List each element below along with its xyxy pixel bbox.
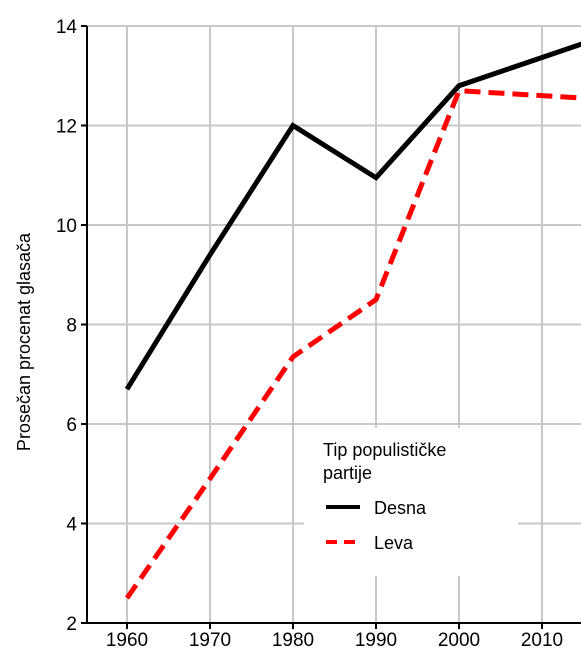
y-tick-label: 2 — [66, 614, 77, 635]
x-tick-label: 2010 — [521, 630, 563, 651]
tick-labels: 1960 1970 1980 1990 2000 2010 2 4 6 8 10 12 14 — [56, 17, 563, 651]
y-tick-label: 12 — [56, 117, 77, 138]
legend-background — [304, 428, 518, 576]
legend-label-leva: Leva — [374, 533, 414, 553]
x-tick-label: 1980 — [272, 630, 314, 651]
legend-title: Tip populističke — [323, 440, 446, 460]
y-tick-label: 4 — [66, 515, 77, 536]
y-tick-label: 6 — [66, 415, 77, 436]
x-tick-label: 1960 — [106, 630, 148, 651]
axes — [81, 25, 581, 629]
series-lines — [124, 41, 581, 600]
y-axis-title: Prosečan procenat glasača — [14, 232, 34, 451]
series-line-desna — [124, 41, 581, 391]
x-tick-label: 1990 — [355, 630, 397, 651]
x-tick-label: 1970 — [189, 630, 231, 651]
y-tick-label: 8 — [66, 316, 77, 337]
legend-title-line2: partije — [323, 463, 372, 483]
y-tick-label: 10 — [56, 216, 77, 237]
legend-label-desna: Desna — [374, 498, 427, 518]
series-line-leva — [124, 88, 581, 600]
legend: Tip populističke partije Desna Leva — [304, 428, 518, 576]
y-tick-label: 14 — [56, 17, 78, 38]
x-tick-label: 2000 — [438, 630, 480, 651]
